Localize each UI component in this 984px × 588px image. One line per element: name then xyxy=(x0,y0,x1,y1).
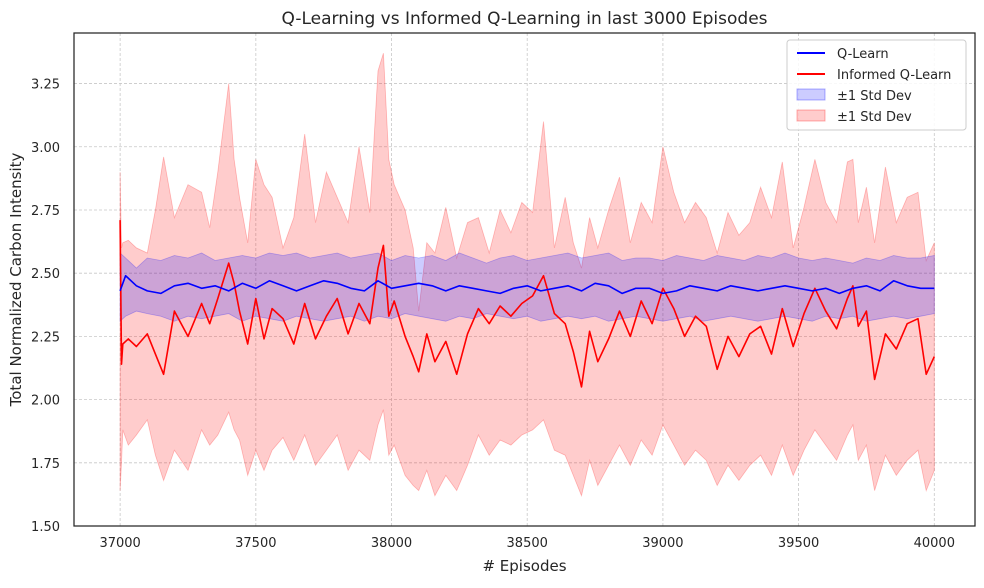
legend-box xyxy=(786,39,967,131)
y-axis-label: Total Normalized Carbon Intensity xyxy=(7,153,25,408)
legend-patch-swatch xyxy=(796,88,826,101)
x-axis-ticks: 37000 37500 38000 38500 39000 39500 40000 xyxy=(99,536,955,551)
x-axis-label: # Episodes xyxy=(482,557,566,575)
x-tick-label: 37000 xyxy=(99,536,140,551)
series-lines xyxy=(119,220,936,388)
y-tick-label: 3.00 xyxy=(31,141,60,156)
legend-label: ±1 Std Dev xyxy=(837,89,912,104)
chart-title: Q-Learning vs Informed Q-Learning in las… xyxy=(281,9,767,29)
legend-patch-swatch xyxy=(796,109,826,122)
legend-entry-q-learn-std: ±1 Std Dev xyxy=(796,88,912,104)
y-tick-label: 3.25 xyxy=(31,78,60,93)
y-tick-label: 2.75 xyxy=(31,204,60,219)
legend: Q-Learn Informed Q-Learn ±1 Std Dev ±1 Std … xyxy=(786,39,967,131)
plot-frame xyxy=(73,32,976,527)
y-tick-label: 1.75 xyxy=(31,457,60,472)
y-tick-label: 2.00 xyxy=(31,394,60,409)
legend-entry-informed-q-learn: Informed Q-Learn xyxy=(797,68,951,83)
q-learn-line xyxy=(119,274,935,295)
y-axis-ticks: 1.50 1.75 2.00 2.25 2.50 2.75 3.00 3.25 xyxy=(31,78,60,535)
y-tick-label: 2.50 xyxy=(31,267,60,282)
legend-label: Informed Q-Learn xyxy=(837,68,951,83)
x-tick-label: 39500 xyxy=(778,536,819,551)
legend-entry-informed-std: ±1 Std Dev xyxy=(796,109,912,125)
x-tick-label: 39000 xyxy=(642,536,683,551)
x-tick-label: 37500 xyxy=(235,536,276,551)
q-learn-std-band xyxy=(119,252,935,323)
y-tick-label: 1.50 xyxy=(31,520,60,535)
x-tick-label: 40000 xyxy=(914,536,955,551)
legend-entry-q-learn: Q-Learn xyxy=(797,47,889,62)
informed-q-learn-line xyxy=(119,220,936,388)
informed-q-learn-std-band xyxy=(119,53,935,498)
legend-label: Q-Learn xyxy=(837,47,889,62)
x-tick-label: 38500 xyxy=(507,536,548,551)
std-dev-bands xyxy=(119,53,935,498)
x-tick-label: 38000 xyxy=(371,536,412,551)
legend-label: ±1 Std Dev xyxy=(837,110,912,125)
y-tick-label: 2.25 xyxy=(31,330,60,345)
